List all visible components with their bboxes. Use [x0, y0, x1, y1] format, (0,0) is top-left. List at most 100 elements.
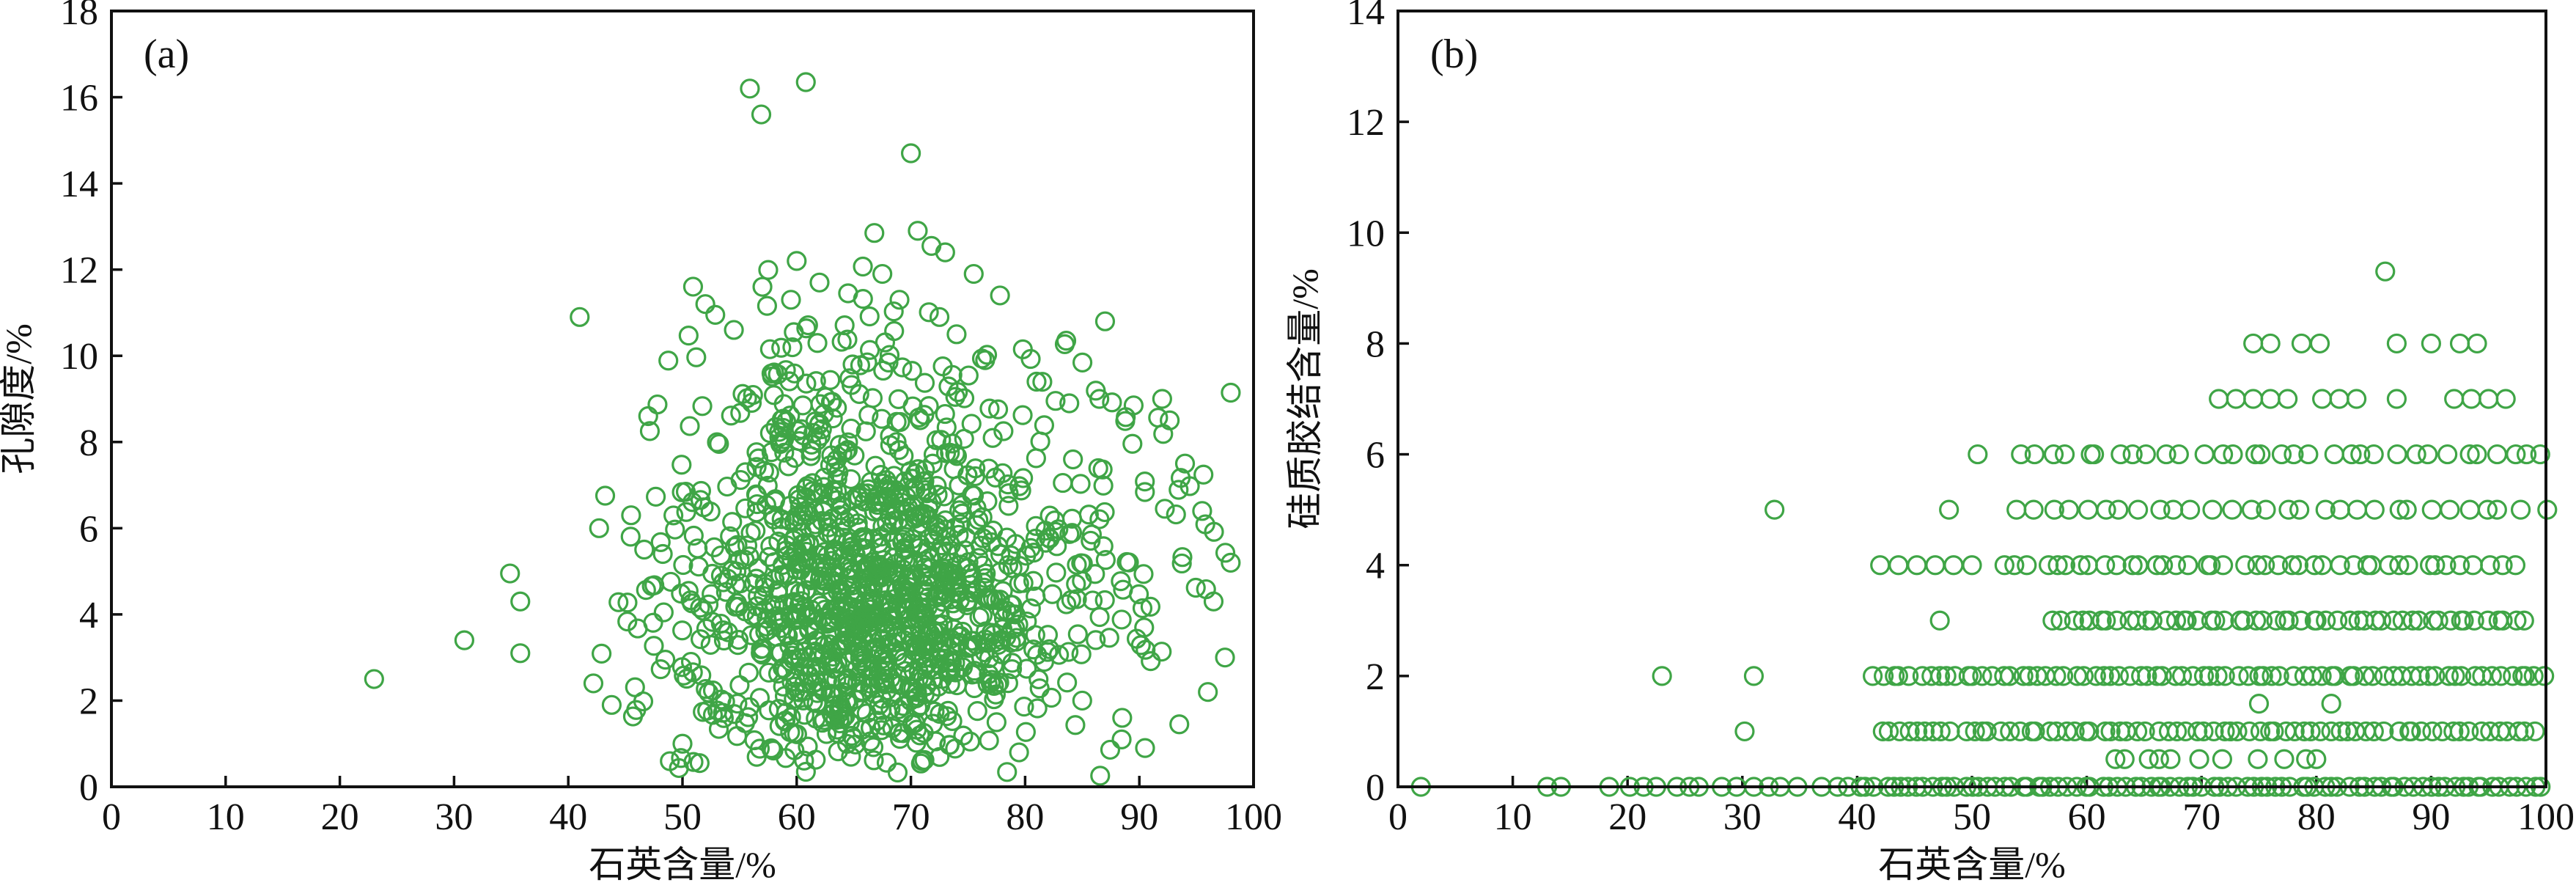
data-point — [877, 513, 897, 533]
data-point — [2294, 721, 2314, 742]
data-point — [855, 421, 876, 441]
data-point — [852, 527, 872, 548]
data-point — [1067, 624, 1088, 645]
data-point — [937, 706, 957, 727]
data-point — [1001, 658, 1023, 680]
data-point — [2108, 666, 2130, 686]
data-point — [2165, 610, 2187, 631]
data-point — [2050, 610, 2071, 631]
data-point — [1196, 579, 1216, 600]
data-point — [2024, 444, 2045, 465]
data-point — [2194, 444, 2215, 465]
data-point — [2238, 666, 2259, 686]
data-point — [906, 733, 927, 753]
data-point — [801, 441, 822, 461]
data-point — [889, 290, 910, 310]
data-point — [2127, 721, 2148, 742]
data-point — [2278, 499, 2299, 520]
data-point — [1089, 606, 1110, 628]
data-point — [984, 689, 1004, 710]
data-point — [982, 428, 1003, 448]
data-point — [2330, 721, 2351, 742]
data-point — [1169, 714, 1190, 735]
data-point — [729, 675, 750, 696]
data-point — [987, 399, 1009, 419]
data-point — [902, 361, 922, 381]
data-point — [2182, 666, 2203, 686]
data-point — [852, 644, 872, 665]
data-point — [690, 629, 711, 650]
data-point — [836, 600, 856, 620]
data-point — [2510, 499, 2531, 520]
data-point — [2492, 555, 2513, 576]
data-point — [2046, 666, 2067, 686]
data-point — [908, 221, 928, 241]
data-point — [748, 586, 768, 606]
data-point — [911, 645, 932, 666]
data-point — [2070, 555, 2091, 576]
data-point — [977, 491, 998, 512]
data-point — [2506, 444, 2526, 465]
data-point — [724, 537, 745, 557]
data-point — [2227, 721, 2248, 742]
data-point — [1180, 476, 1200, 496]
data-point — [1135, 482, 1155, 502]
data-point — [1085, 564, 1105, 584]
data-point — [2444, 389, 2465, 409]
x-tick-label: 90 — [1120, 796, 1158, 838]
data-point — [759, 546, 779, 568]
data-point — [671, 455, 692, 475]
data-point — [952, 503, 973, 524]
data-point — [2243, 333, 2264, 354]
data-point — [2064, 610, 2084, 631]
x-tick-label: 10 — [207, 796, 245, 838]
data-point — [2122, 444, 2143, 465]
data-point — [500, 563, 520, 584]
data-point — [2006, 499, 2027, 520]
data-point — [1100, 739, 1121, 760]
data-point — [825, 574, 846, 595]
data-point — [2220, 721, 2240, 742]
data-point — [595, 485, 616, 506]
data-point — [2321, 721, 2341, 742]
y-tick-label: 18 — [60, 0, 98, 33]
data-point — [1148, 408, 1169, 428]
data-point — [2107, 610, 2127, 631]
data-point — [872, 408, 892, 429]
data-point — [976, 563, 996, 584]
data-point — [2364, 499, 2385, 520]
data-point — [1221, 382, 1241, 403]
data-point — [1072, 352, 1093, 373]
data-point — [1026, 515, 1046, 536]
data-point — [863, 578, 883, 598]
data-point — [943, 593, 963, 614]
data-point — [1015, 722, 1036, 742]
data-point — [841, 469, 861, 490]
data-point — [660, 571, 681, 592]
data-point — [2450, 555, 2470, 576]
data-point — [824, 695, 844, 716]
data-point — [746, 521, 766, 541]
data-point — [739, 546, 759, 567]
data-point — [2321, 694, 2341, 714]
data-point — [1054, 334, 1075, 355]
data-point — [1166, 504, 1186, 525]
data-point — [2278, 389, 2298, 409]
data-point — [1049, 645, 1070, 665]
data-point — [718, 622, 738, 642]
data-point — [2044, 499, 2064, 520]
data-point — [818, 612, 839, 632]
data-point — [771, 432, 792, 452]
data-point — [1078, 504, 1099, 525]
data-point — [1023, 639, 1044, 660]
data-point — [949, 475, 969, 496]
data-point — [965, 458, 986, 479]
data-point — [759, 339, 780, 359]
data-point — [728, 596, 748, 617]
data-point — [1020, 348, 1041, 370]
data-point — [2425, 666, 2446, 686]
x-tick-label: 50 — [663, 796, 702, 838]
data-point — [2095, 555, 2116, 576]
data-point — [1863, 666, 1883, 686]
data-point — [621, 505, 641, 526]
